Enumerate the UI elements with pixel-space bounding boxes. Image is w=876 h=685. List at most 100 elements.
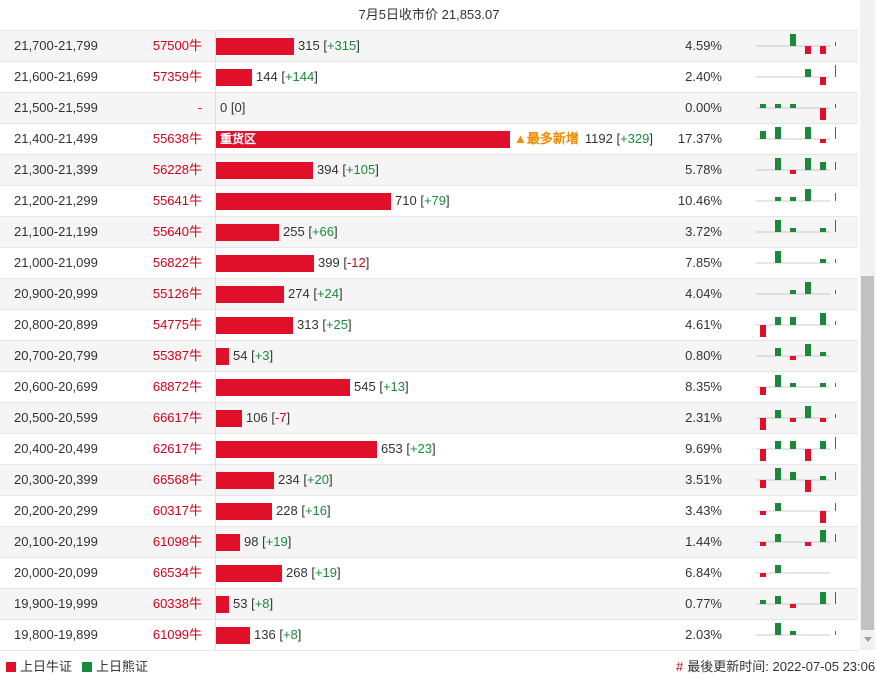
- value-change: +105: [345, 162, 376, 177]
- sparkline-bar: [775, 348, 781, 356]
- value-label: 274 [+24]: [288, 286, 343, 301]
- value-number: 255: [283, 224, 305, 239]
- value-change: +329: [620, 131, 650, 146]
- value-change: +8: [282, 627, 298, 642]
- sparkline-bar: [775, 441, 781, 449]
- sparkline-bar: [820, 259, 826, 263]
- count-cell: 56228牛: [152, 162, 202, 177]
- value-bar: [216, 224, 279, 241]
- trend-sparkline: [756, 530, 836, 546]
- trend-sparkline: [756, 65, 836, 85]
- percent-cell: 7.85%: [685, 255, 722, 270]
- trend-sparkline: [756, 127, 836, 143]
- value-bar: [216, 596, 229, 613]
- range-cell: 20,600-20,699: [14, 379, 98, 394]
- sparkline-bar: [835, 631, 836, 635]
- count-cell: 66534牛: [152, 565, 202, 580]
- column-divider: [215, 62, 216, 92]
- value-change: +13: [382, 379, 405, 394]
- table-row: 21,300-21,399 56228牛 394 [+105] 5.78%: [0, 155, 858, 186]
- percent-cell: 8.35%: [685, 379, 722, 394]
- trend-sparkline: [756, 592, 836, 608]
- bar-label: 重货区: [220, 132, 257, 146]
- sparkline-bar: [805, 406, 811, 418]
- trend-sparkline: [756, 503, 836, 523]
- value-label: 255 [+66]: [283, 224, 338, 239]
- sparkline-bar: [835, 259, 836, 263]
- sparkline-bar: [805, 158, 811, 170]
- sparkline-bar: [775, 468, 781, 480]
- value-label: 0 [0]: [220, 100, 246, 115]
- sparkline-bar: [775, 623, 781, 635]
- value-change: +23: [409, 441, 432, 456]
- sparkline-bar: [775, 565, 781, 573]
- range-cell: 21,400-21,499: [14, 131, 98, 146]
- percent-cell: 4.59%: [685, 38, 722, 53]
- sparkline-bar: [805, 282, 811, 294]
- sparkline-bar: [805, 46, 811, 54]
- count-cell: 55638牛: [152, 131, 202, 146]
- percent-cell: 4.61%: [685, 317, 722, 332]
- sparkline-bar: [760, 573, 766, 577]
- legend-bear: 上日熊证: [82, 660, 148, 674]
- sparkline-bar: [790, 228, 796, 232]
- value-number: 315: [298, 38, 320, 53]
- sparkline-bar: [820, 313, 826, 325]
- value-change: +20: [306, 472, 329, 487]
- range-cell: 20,400-20,499: [14, 441, 98, 456]
- sparkline-bar: [775, 410, 781, 418]
- scrollbar-thumb[interactable]: [861, 276, 874, 630]
- column-divider: [215, 372, 216, 402]
- count-cell: 56822牛: [152, 255, 202, 270]
- value-change: +19: [314, 565, 337, 580]
- sparkline-bar: [805, 189, 811, 201]
- sparkline-bar: [820, 352, 826, 356]
- value-bar: [216, 503, 272, 520]
- sparkline-bar: [820, 592, 826, 604]
- sparkline-bar: [775, 127, 781, 139]
- trend-sparkline: [756, 282, 836, 295]
- range-cell: 21,300-21,399: [14, 162, 98, 177]
- value-number: 136: [254, 627, 276, 642]
- sparkline-bar: [835, 592, 836, 604]
- range-cell: 20,500-20,599: [14, 410, 98, 425]
- value-label: 234 [+20]: [278, 472, 333, 487]
- scrollbar[interactable]: [860, 0, 875, 650]
- value-number: 653: [381, 441, 403, 456]
- column-divider: [215, 186, 216, 216]
- trend-sparkline: [756, 406, 836, 430]
- count-cell: 55641牛: [152, 193, 202, 208]
- trend-sparkline: [756, 251, 836, 264]
- trend-sparkline: [756, 34, 836, 54]
- sparkline-bar: [835, 162, 836, 170]
- value-change: +66: [311, 224, 334, 239]
- count-cell: 57359牛: [152, 69, 202, 84]
- value-number: 98: [244, 534, 259, 549]
- value-change: +8: [254, 596, 270, 611]
- percent-cell: 0.80%: [685, 348, 722, 363]
- scroll-down-icon[interactable]: [864, 637, 872, 642]
- value-label: 653 [+23]: [381, 441, 436, 456]
- count-cell: 55126牛: [152, 286, 202, 301]
- page-title: 7月5日收市价 21,853.07: [0, 0, 858, 31]
- value-label: 54 [+3]: [233, 348, 274, 363]
- column-divider: [215, 155, 216, 185]
- column-divider: [215, 403, 216, 433]
- sparkline-bar: [760, 480, 766, 488]
- sparkline-bar: [835, 503, 836, 511]
- percent-cell: 2.40%: [685, 69, 722, 84]
- sparkline-bar: [835, 104, 836, 108]
- range-cell: 21,100-21,199: [14, 224, 98, 239]
- table-row: 21,700-21,799 57500牛 315 [+315] 4.59%: [0, 31, 858, 62]
- value-bar: [216, 379, 350, 396]
- column-divider: [215, 93, 216, 123]
- trend-sparkline: [756, 220, 836, 233]
- sparkline-bar: [835, 321, 836, 325]
- sparkline-bar: [775, 375, 781, 387]
- sparkline-bar: [820, 441, 826, 449]
- sparkline-bar: [835, 193, 836, 201]
- percent-cell: 10.46%: [677, 193, 722, 208]
- sparkline-bar: [835, 414, 836, 418]
- range-cell: 21,000-21,099: [14, 255, 98, 270]
- value-number: 234: [278, 472, 300, 487]
